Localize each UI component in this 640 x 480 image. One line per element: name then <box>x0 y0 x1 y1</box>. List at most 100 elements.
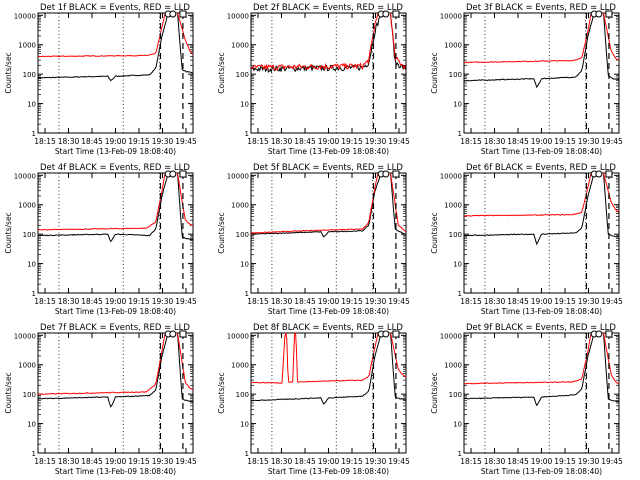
x-tick-label: 18:15 <box>460 137 482 146</box>
y-tick-label: 1000 <box>231 42 249 50</box>
y-axis-label: Counts/sec <box>430 372 439 413</box>
series-lld-line <box>464 13 619 64</box>
x-tick-label: 19:30 <box>152 297 174 306</box>
panel-det-7: Det 7f BLACK = Events, RED = LLD 1 10 100 10… <box>4 323 197 476</box>
y-tick-label: 1 <box>245 290 249 298</box>
x-tick-label: 18:45 <box>81 297 103 306</box>
y-tick-label: 1000 <box>444 42 462 50</box>
event-symbol-square <box>179 170 187 178</box>
event-symbol-circle <box>595 170 603 178</box>
panel-title: Det 6f BLACK = Events, RED = LLD <box>466 163 616 173</box>
event-symbol-square <box>392 10 400 18</box>
x-tick-label: 19:45 <box>175 297 197 306</box>
x-tick-label: 19:00 <box>318 137 340 146</box>
x-tick-label: 19:30 <box>578 297 600 306</box>
series-events-line <box>464 13 619 89</box>
x-tick-label: 19:15 <box>128 457 150 466</box>
x-tick-label: 18:15 <box>34 297 56 306</box>
panel-det-1: Det 1f BLACK = Events, RED = LLD 1 10 100 10… <box>4 3 197 156</box>
y-tick-label: 1 <box>245 130 249 138</box>
y-tick-label: 10000 <box>227 332 249 340</box>
x-tick-label: 18:15 <box>460 457 482 466</box>
plot-frame <box>250 12 407 134</box>
x-axis-label: Start Time (13-Feb-09 18:08:40) <box>55 467 176 476</box>
x-tick-label: 19:45 <box>601 137 623 146</box>
series-lld-line <box>38 173 193 231</box>
x-tick-label: 19:00 <box>318 297 340 306</box>
y-tick-label: 10000 <box>227 172 249 180</box>
plot-frame <box>463 332 620 454</box>
y-axis-label: Counts/sec <box>4 372 13 413</box>
x-tick-label: 19:00 <box>105 137 127 146</box>
y-tick-label: 10000 <box>14 332 36 340</box>
x-tick-label: 19:15 <box>128 137 150 146</box>
x-tick-label: 19:30 <box>578 457 600 466</box>
x-tick-label: 19:15 <box>554 457 576 466</box>
event-symbol-square <box>605 10 613 18</box>
y-axis-label: Counts/sec <box>430 212 439 253</box>
series-lld-line <box>38 333 193 395</box>
x-tick-label: 19:15 <box>128 297 150 306</box>
x-tick-label: 18:45 <box>81 457 103 466</box>
event-symbol-circle <box>382 170 390 178</box>
y-tick-label: 10 <box>27 421 36 429</box>
y-tick-label: 100 <box>449 71 462 79</box>
y-axis-label: Counts/sec <box>217 372 226 413</box>
panel-title: Det 1f BLACK = Events, RED = LLD <box>40 3 190 13</box>
x-tick-label: 19:15 <box>554 297 576 306</box>
y-tick-label: 1 <box>32 450 36 458</box>
x-tick-label: 18:45 <box>294 457 316 466</box>
x-tick-label: 18:45 <box>294 137 316 146</box>
y-tick-label: 1000 <box>444 362 462 370</box>
panel-det-8: Det 8f BLACK = Events, RED = LLD 1 10 100 10… <box>217 323 410 476</box>
x-axis-label: Start Time (13-Feb-09 18:08:40) <box>481 307 602 316</box>
x-tick-label: 19:45 <box>388 137 410 146</box>
event-symbol-square <box>605 170 613 178</box>
y-tick-label: 10 <box>240 101 249 109</box>
x-tick-label: 19:15 <box>341 137 363 146</box>
y-tick-label: 1000 <box>444 202 462 210</box>
plot-frame <box>37 12 194 134</box>
panel-title: Det 8f BLACK = Events, RED = LLD <box>253 323 403 333</box>
x-tick-label: 19:45 <box>388 297 410 306</box>
panel-det-3: Det 3f BLACK = Events, RED = LLD 1 10 100 10… <box>430 3 623 156</box>
event-symbol-circle <box>169 330 177 338</box>
x-tick-label: 19:30 <box>152 137 174 146</box>
y-axis-label: Counts/sec <box>217 212 226 253</box>
panel-title: Det 7f BLACK = Events, RED = LLD <box>40 323 190 333</box>
series-events-line <box>464 333 619 407</box>
panel-det-5: Det 5f BLACK = Events, RED = LLD 1 10 100 10… <box>217 163 410 316</box>
event-symbol-circle <box>382 330 390 338</box>
series-lld-line <box>38 13 193 58</box>
x-tick-label: 18:30 <box>271 297 293 306</box>
x-tick-label: 18:15 <box>247 457 269 466</box>
y-tick-label: 1 <box>245 450 249 458</box>
x-tick-label: 18:15 <box>34 137 56 146</box>
x-tick-label: 19:45 <box>601 297 623 306</box>
x-tick-label: 19:00 <box>318 457 340 466</box>
y-axis-label: Counts/sec <box>430 52 439 93</box>
y-tick-label: 10 <box>240 421 249 429</box>
x-tick-label: 18:30 <box>484 457 506 466</box>
y-axis-label: Counts/sec <box>4 212 13 253</box>
x-tick-label: 18:15 <box>247 137 269 146</box>
x-tick-label: 19:30 <box>365 137 387 146</box>
panel-det-6: Det 6f BLACK = Events, RED = LLD 1 10 100 10… <box>430 163 623 316</box>
x-tick-label: 18:45 <box>294 297 316 306</box>
x-tick-label: 18:45 <box>507 137 529 146</box>
event-symbol-circle <box>595 330 603 338</box>
y-axis-label: Counts/sec <box>217 52 226 93</box>
x-tick-label: 19:15 <box>554 137 576 146</box>
x-tick-label: 18:45 <box>507 297 529 306</box>
y-tick-label: 10 <box>453 261 462 269</box>
y-tick-label: 1000 <box>18 202 36 210</box>
x-tick-label: 18:45 <box>81 137 103 146</box>
event-symbol-square <box>179 10 187 18</box>
plot-frame <box>463 172 620 294</box>
x-tick-label: 18:45 <box>507 457 529 466</box>
y-tick-label: 10 <box>27 261 36 269</box>
y-tick-label: 100 <box>449 231 462 239</box>
panel-title: Det 5f BLACK = Events, RED = LLD <box>253 163 403 173</box>
series-events-line <box>251 173 406 238</box>
series-events-line <box>38 173 193 243</box>
